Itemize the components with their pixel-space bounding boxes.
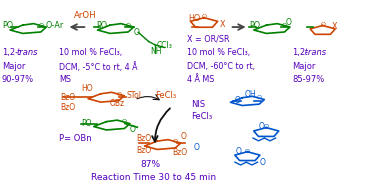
Text: X: X	[332, 22, 337, 31]
Text: Major: Major	[293, 62, 316, 71]
Text: O: O	[130, 125, 136, 134]
Text: O: O	[234, 96, 240, 105]
Text: P= OBn: P= OBn	[59, 134, 92, 143]
Text: PO: PO	[249, 21, 260, 30]
Text: NIS: NIS	[191, 100, 205, 109]
Text: O: O	[122, 119, 127, 124]
Text: O: O	[236, 148, 242, 157]
Text: 87%: 87%	[140, 160, 160, 169]
Text: BzO: BzO	[136, 146, 152, 155]
Text: O: O	[173, 139, 178, 144]
Text: 4 Å MS: 4 Å MS	[187, 75, 214, 84]
Text: PO: PO	[82, 119, 92, 128]
Text: 90-97%: 90-97%	[2, 75, 34, 84]
Text: O: O	[116, 91, 121, 96]
Text: DCM, -60°C to rt,: DCM, -60°C to rt,	[187, 62, 255, 71]
Text: O: O	[194, 143, 200, 152]
Text: O: O	[260, 158, 266, 167]
Text: O: O	[181, 132, 187, 141]
Text: O: O	[285, 19, 291, 27]
Text: HO: HO	[82, 84, 93, 93]
Text: O: O	[257, 95, 262, 100]
Text: STol: STol	[126, 91, 141, 100]
Text: X = OR/SR: X = OR/SR	[187, 34, 229, 43]
Text: 85-97%: 85-97%	[293, 75, 325, 84]
Text: Reaction Time 30 to 45 min: Reaction Time 30 to 45 min	[91, 174, 216, 183]
Text: 10 mol % FeCl₃,: 10 mol % FeCl₃,	[59, 48, 122, 57]
Text: O: O	[38, 23, 43, 28]
Text: BzO: BzO	[136, 134, 152, 142]
Text: O-Ar: O-Ar	[45, 21, 64, 30]
Text: FeCl₃: FeCl₃	[155, 91, 176, 100]
Text: O: O	[245, 149, 250, 154]
Text: 10 mol % FeCl₃,: 10 mol % FeCl₃,	[187, 48, 250, 57]
Text: HO: HO	[188, 14, 200, 23]
Text: O: O	[259, 122, 265, 131]
Text: 1,2-: 1,2-	[293, 48, 309, 57]
Text: PO: PO	[3, 21, 14, 30]
Text: O: O	[320, 22, 325, 27]
Text: PO: PO	[97, 21, 108, 30]
Text: CCl₃: CCl₃	[157, 41, 173, 50]
Text: OBz: OBz	[110, 99, 125, 108]
Text: DCM, -5°C to rt, 4 Å: DCM, -5°C to rt, 4 Å	[59, 62, 138, 71]
Text: trans: trans	[17, 48, 38, 57]
Text: BzO: BzO	[60, 93, 75, 102]
Text: O: O	[282, 23, 287, 28]
Text: O: O	[134, 28, 139, 37]
Text: O: O	[201, 14, 206, 19]
Text: O: O	[264, 125, 269, 129]
Text: BzO: BzO	[172, 148, 187, 157]
Text: BzO: BzO	[60, 103, 75, 112]
Text: ArOH: ArOH	[74, 11, 97, 20]
Text: Major: Major	[2, 62, 25, 71]
Text: 1,2-: 1,2-	[2, 48, 18, 57]
Text: X: X	[220, 20, 225, 29]
Text: O: O	[126, 23, 131, 28]
Text: OH: OH	[245, 90, 256, 99]
Text: NH: NH	[150, 47, 161, 56]
Text: FeCl₃: FeCl₃	[191, 112, 212, 121]
Text: MS: MS	[59, 75, 71, 84]
Text: trans: trans	[302, 48, 326, 57]
